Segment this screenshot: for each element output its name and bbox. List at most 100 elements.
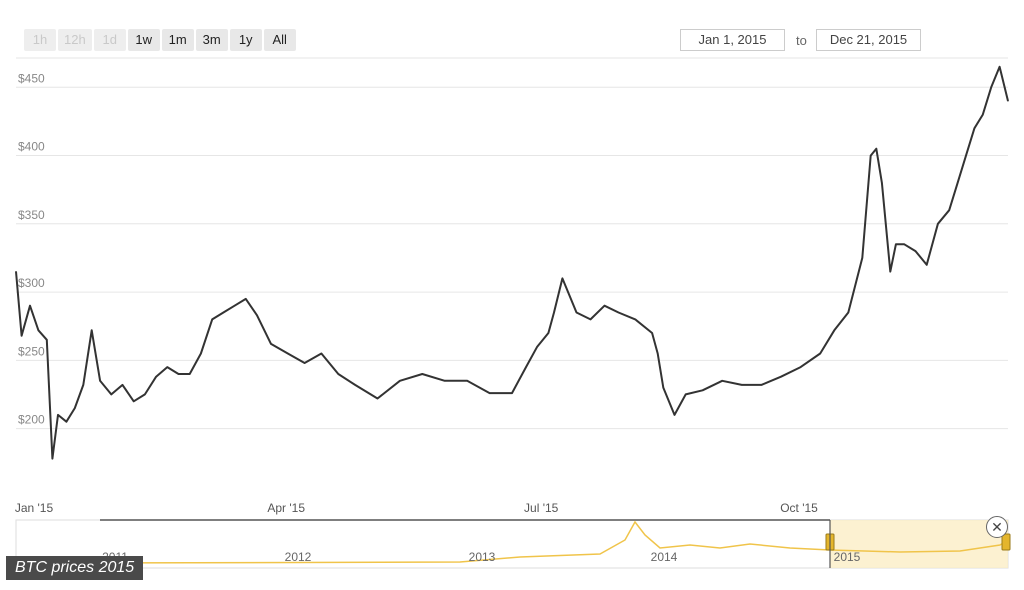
range-button-3m[interactable]: 3m bbox=[195, 29, 228, 51]
range-button-12h: 12h bbox=[58, 29, 92, 51]
range-selector: 1h 12h 1d 1w 1m 3m 1y All bbox=[24, 29, 296, 51]
price-point bbox=[589, 318, 592, 320]
price-point bbox=[444, 380, 446, 382]
price-point bbox=[133, 400, 135, 402]
price-point bbox=[399, 380, 401, 382]
price-point bbox=[847, 311, 849, 314]
price-point bbox=[547, 332, 550, 334]
price-point bbox=[603, 305, 606, 307]
price-point bbox=[421, 373, 423, 375]
price-point bbox=[760, 384, 763, 386]
price-point bbox=[37, 329, 40, 331]
price-point bbox=[937, 223, 939, 225]
price-point bbox=[617, 311, 620, 314]
x-tick-label: Jul '15 bbox=[524, 501, 559, 515]
price-point bbox=[74, 407, 76, 409]
range-button-1m[interactable]: 1m bbox=[161, 29, 194, 51]
to-date-input[interactable]: Dec 21, 2015 bbox=[816, 29, 921, 51]
y-tick-label: $400 bbox=[18, 140, 45, 154]
price-point bbox=[741, 384, 743, 386]
price-point bbox=[121, 384, 124, 386]
price-point bbox=[99, 380, 101, 382]
x-tick-label: Oct '15 bbox=[780, 501, 818, 515]
price-point bbox=[320, 352, 323, 355]
price-point bbox=[256, 314, 258, 316]
price-point bbox=[634, 318, 636, 320]
price-point bbox=[354, 384, 356, 386]
price-point bbox=[553, 311, 555, 314]
price-point bbox=[561, 277, 564, 280]
navigator-line bbox=[99, 520, 1009, 564]
range-button-1w[interactable]: 1w bbox=[127, 29, 160, 51]
y-tick-label: $300 bbox=[18, 276, 45, 290]
price-point bbox=[51, 458, 54, 460]
y-tick-label: $450 bbox=[18, 71, 45, 85]
range-button-1h: 1h bbox=[24, 29, 56, 51]
price-point bbox=[91, 329, 93, 331]
price-point bbox=[780, 376, 782, 378]
price-point bbox=[948, 209, 950, 211]
price-point bbox=[488, 392, 491, 394]
price-point bbox=[881, 182, 883, 184]
price-point bbox=[926, 264, 928, 266]
price-point bbox=[819, 352, 821, 355]
price-point bbox=[166, 366, 168, 368]
price-point bbox=[1007, 100, 1009, 102]
price-point bbox=[337, 373, 339, 375]
from-date-input[interactable]: Jan 1, 2015 bbox=[680, 29, 785, 51]
price-point bbox=[998, 66, 1001, 68]
price-point bbox=[270, 343, 272, 345]
price-point bbox=[800, 366, 802, 368]
navigator-handle-right[interactable] bbox=[1001, 533, 1011, 551]
price-point bbox=[861, 257, 863, 259]
price-point bbox=[721, 380, 723, 382]
price-point bbox=[29, 305, 31, 307]
price-point bbox=[965, 154, 967, 157]
price-point bbox=[222, 311, 224, 314]
price-point bbox=[155, 376, 157, 378]
price-point bbox=[575, 311, 578, 314]
y-tick-label: $350 bbox=[18, 208, 45, 222]
range-button-1d: 1d bbox=[93, 29, 126, 51]
to-label: to bbox=[796, 33, 807, 48]
price-point bbox=[144, 393, 146, 396]
y-tick-label: $250 bbox=[18, 344, 45, 358]
y-tick-label: $200 bbox=[18, 413, 45, 427]
navigator-year-label: 2015 bbox=[834, 550, 861, 564]
x-tick-label: Apr '15 bbox=[267, 501, 305, 515]
navigator-selected-range bbox=[830, 520, 1008, 568]
price-point bbox=[833, 329, 835, 331]
price-point bbox=[673, 414, 676, 416]
price-point bbox=[657, 352, 659, 355]
price-point bbox=[200, 352, 202, 355]
price-point bbox=[685, 393, 687, 396]
price-point bbox=[287, 352, 289, 355]
price-point bbox=[189, 373, 191, 375]
price-point bbox=[903, 243, 905, 245]
price-point bbox=[982, 114, 984, 116]
price-point bbox=[110, 393, 112, 396]
price-point bbox=[233, 305, 236, 307]
price-point bbox=[46, 339, 48, 341]
price-point bbox=[466, 380, 468, 382]
price-point bbox=[889, 270, 891, 273]
close-icon[interactable]: ✕ bbox=[986, 516, 1008, 538]
range-button-all[interactable]: All bbox=[263, 29, 296, 51]
navigator-year-label: 2012 bbox=[285, 550, 312, 564]
price-point bbox=[57, 414, 59, 416]
price-point bbox=[21, 335, 23, 337]
price-point bbox=[651, 332, 653, 334]
price-point bbox=[245, 298, 247, 300]
price-point bbox=[15, 270, 17, 273]
price-point bbox=[511, 392, 513, 394]
price-point bbox=[65, 421, 68, 423]
price-point bbox=[990, 86, 992, 88]
range-button-1y[interactable]: 1y bbox=[229, 29, 262, 51]
price-series-line bbox=[15, 65, 1009, 460]
price-point bbox=[211, 318, 213, 320]
price-point bbox=[536, 346, 538, 348]
chart-caption: BTC prices 2015 bbox=[6, 556, 144, 580]
x-tick-label: Jan '15 bbox=[15, 501, 54, 515]
price-point bbox=[177, 373, 180, 375]
